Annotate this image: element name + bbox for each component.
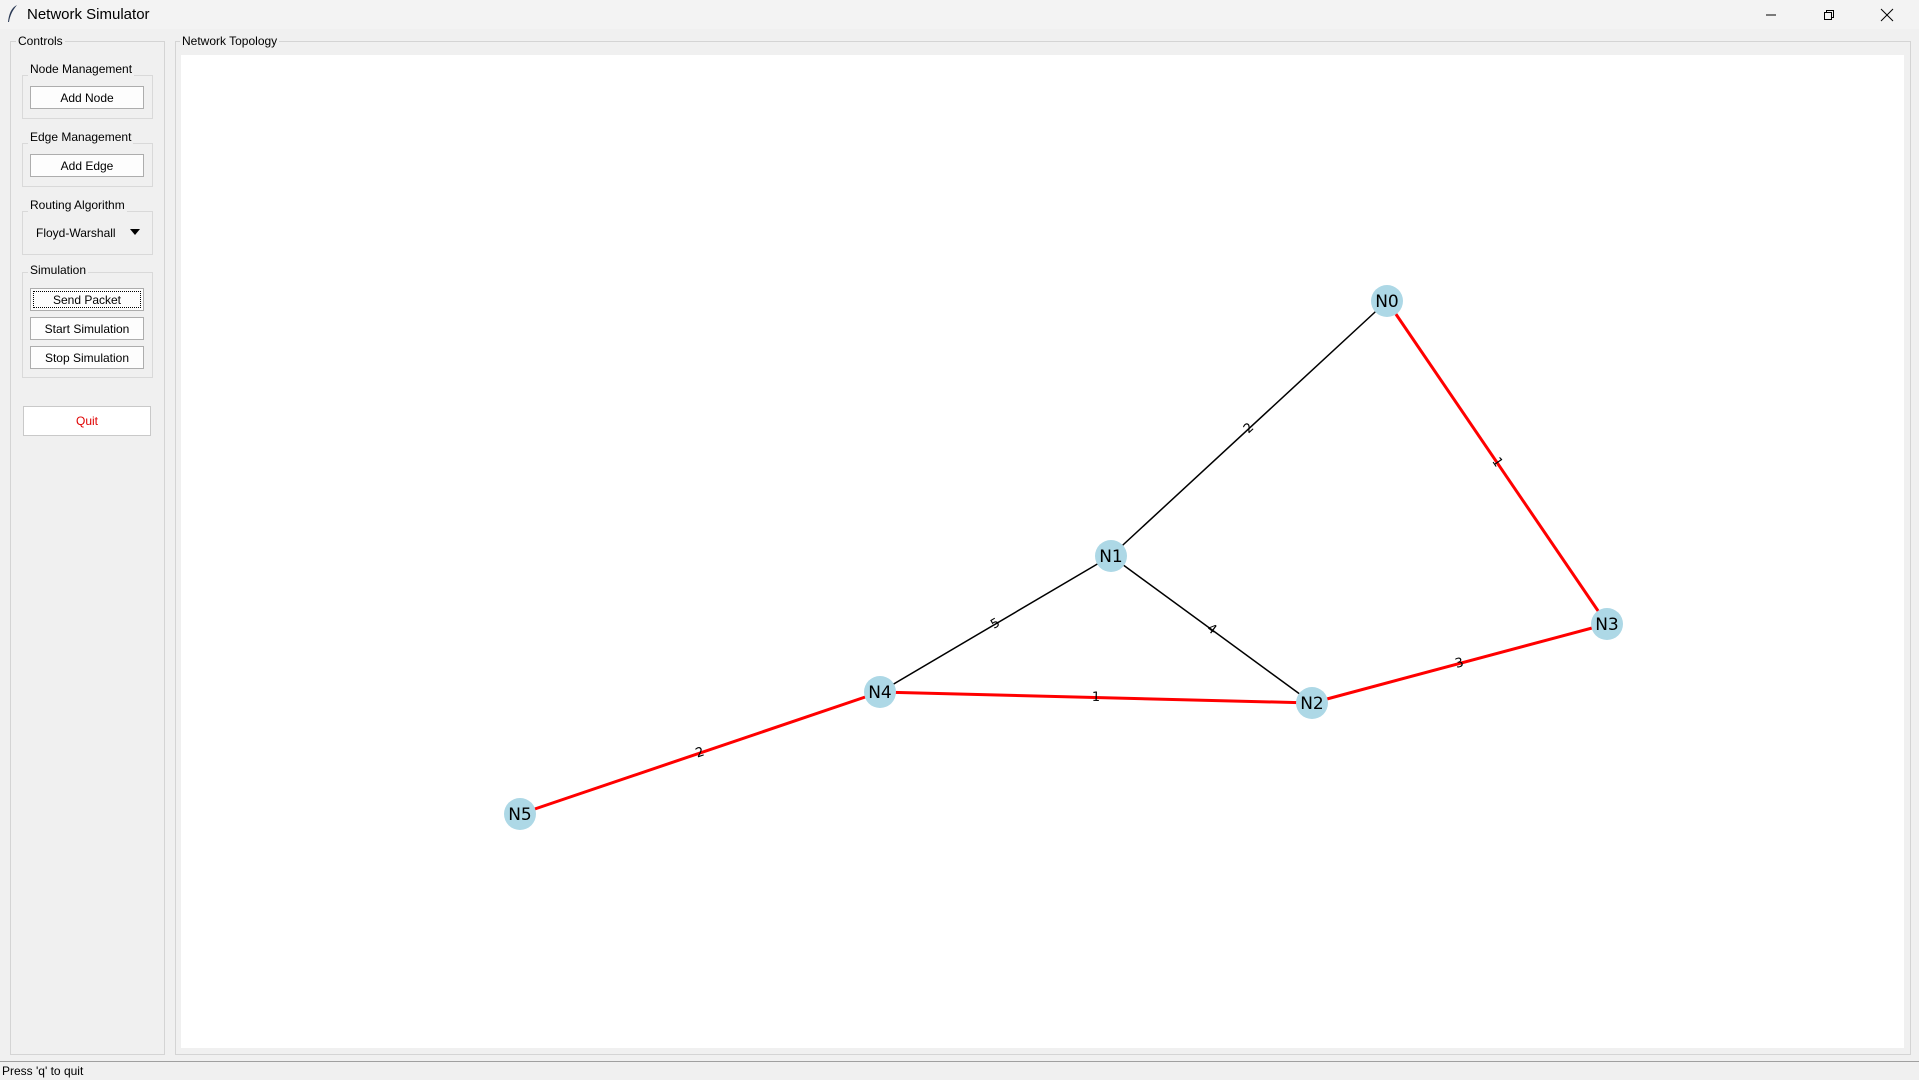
node-circle bbox=[1296, 687, 1328, 719]
routing-algorithm-value: Floyd-Warshall bbox=[36, 226, 116, 240]
topology-frame bbox=[175, 41, 1911, 1055]
feather-icon bbox=[8, 5, 17, 22]
node-circle bbox=[864, 676, 896, 708]
restore-icon bbox=[1824, 9, 1834, 20]
controls-caption: Controls bbox=[16, 34, 65, 48]
edge-weight-label: 4 bbox=[1204, 621, 1220, 638]
node-label: N2 bbox=[1300, 694, 1324, 714]
edge-N5-N4 bbox=[519, 690, 881, 816]
node-circle bbox=[1591, 608, 1623, 640]
edge-weight-label: 3 bbox=[1454, 655, 1466, 672]
node-n4[interactable]: N4 bbox=[864, 676, 896, 708]
send-packet-button[interactable]: Send Packet bbox=[30, 288, 144, 311]
send-packet-label: Send Packet bbox=[52, 292, 122, 307]
node-label: N0 bbox=[1375, 292, 1399, 312]
add-edge-button[interactable]: Add Edge bbox=[30, 154, 144, 177]
node-label: N1 bbox=[1099, 547, 1123, 567]
node-label: N4 bbox=[868, 683, 892, 703]
close-icon bbox=[1880, 8, 1894, 21]
node-management-caption: Node Management bbox=[28, 62, 135, 76]
routing-algorithm-caption: Routing Algorithm bbox=[28, 198, 127, 212]
minimize-button[interactable] bbox=[1742, 0, 1800, 29]
edge-N0-N1 bbox=[1110, 300, 1388, 557]
add-node-button[interactable]: Add Node bbox=[30, 86, 144, 109]
status-bar: Press 'q' to quit bbox=[0, 1061, 1919, 1080]
title-bar: Network Simulator bbox=[0, 0, 1919, 29]
node-n0[interactable]: N0 bbox=[1371, 285, 1403, 317]
edge-weight-label: 1 bbox=[1488, 455, 1505, 470]
edge-N4-N2 bbox=[879, 690, 1313, 705]
edge-weight-label: 5 bbox=[988, 615, 1003, 632]
topology-canvas[interactable]: 2 1 5 4 3 1 2 N0 N1 N2 N3 N4 N5 bbox=[181, 55, 1904, 1048]
edge-weight-label: 1 bbox=[1092, 690, 1101, 705]
edge-N0-N3 bbox=[1385, 300, 1609, 625]
controls-panel bbox=[10, 41, 165, 1055]
edge-N2-N3 bbox=[1311, 622, 1608, 705]
status-text: Press 'q' to quit bbox=[2, 1064, 84, 1078]
edge-management-caption: Edge Management bbox=[28, 130, 134, 144]
simulation-caption: Simulation bbox=[28, 263, 89, 277]
edge-N1-N2 bbox=[1110, 555, 1313, 704]
node-n5[interactable]: N5 bbox=[504, 798, 536, 830]
node-circle bbox=[1095, 540, 1127, 572]
node-n1[interactable]: N1 bbox=[1095, 540, 1127, 572]
topology-caption: Network Topology bbox=[180, 34, 280, 48]
node-label: N3 bbox=[1595, 615, 1619, 635]
start-simulation-button[interactable]: Start Simulation bbox=[30, 317, 144, 340]
close-button[interactable] bbox=[1858, 0, 1916, 29]
edge-N1-N4 bbox=[879, 555, 1112, 693]
minimize-icon bbox=[1766, 14, 1776, 15]
node-circle bbox=[1371, 285, 1403, 317]
window-title: Network Simulator bbox=[27, 6, 150, 23]
node-n2[interactable]: N2 bbox=[1296, 687, 1328, 719]
stop-simulation-button[interactable]: Stop Simulation bbox=[30, 346, 144, 369]
dropdown-arrow-icon bbox=[130, 229, 140, 235]
quit-button[interactable]: Quit bbox=[23, 406, 151, 436]
node-n3[interactable]: N3 bbox=[1591, 608, 1623, 640]
focus-ring bbox=[33, 291, 141, 308]
node-label: N5 bbox=[508, 805, 532, 825]
routing-algorithm-dropdown[interactable]: Floyd-Warshall bbox=[36, 224, 144, 242]
restore-button[interactable] bbox=[1800, 0, 1858, 29]
node-circle bbox=[504, 798, 536, 830]
